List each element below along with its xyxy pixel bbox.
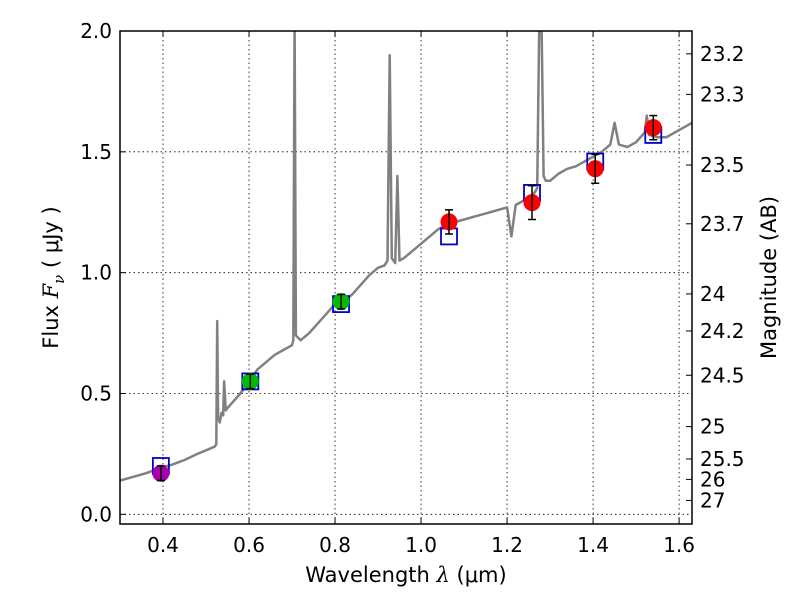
observed-photometry-series — [152, 114, 662, 482]
model-photometry-series — [151, 126, 663, 475]
x-tick-label: 1.4 — [577, 533, 609, 557]
magnitude-tick-label: 23.7 — [700, 212, 745, 236]
magnitude-tick-label: 23.5 — [700, 153, 745, 177]
axis-ticks: 0.4 0.6 0.8 1.0 1.2 1.4 1.6 0.0 0.5 1.0 1.5 2.0 23.2… — [80, 19, 744, 557]
y-tick-label: 2.0 — [80, 19, 112, 43]
x-axis-label: Wavelength λ (μm) — [305, 563, 506, 587]
magnitude-tick-label: 24.2 — [700, 319, 745, 343]
spectrum-line — [120, 31, 692, 482]
x-tick-label: 1.2 — [491, 533, 523, 557]
magnitude-tick-label: 25 — [700, 415, 725, 439]
spectrum-series — [120, 31, 692, 482]
magnitude-tick-label: 24 — [700, 282, 725, 306]
magnitude-tick-label: 23.2 — [700, 42, 745, 66]
magnitude-tick-label: 24.5 — [700, 363, 745, 387]
y-tick-label: 0.0 — [80, 502, 112, 526]
x-tick-label: 0.4 — [147, 533, 179, 557]
x-tick-label: 1.0 — [405, 533, 437, 557]
magnitude-axis-label: Magnitude (AB) — [757, 196, 781, 359]
y-tick-label: 0.5 — [80, 382, 112, 406]
x-tick-label: 0.6 — [233, 533, 265, 557]
magnitude-tick-label: 23.3 — [700, 82, 745, 106]
x-tick-label: 0.8 — [319, 533, 351, 557]
y-tick-label: 1.5 — [80, 140, 112, 164]
x-tick-label: 1.6 — [663, 533, 695, 557]
magnitude-tick-label: 25.5 — [700, 447, 745, 471]
magnitude-tick-label: 26 — [700, 467, 725, 491]
y-tick-label: 1.0 — [80, 261, 112, 285]
magnitude-tick-label: 27 — [700, 488, 725, 512]
y-axis-label: Flux Fν ( μJy ) — [39, 206, 68, 348]
plot-frame — [119, 30, 693, 525]
